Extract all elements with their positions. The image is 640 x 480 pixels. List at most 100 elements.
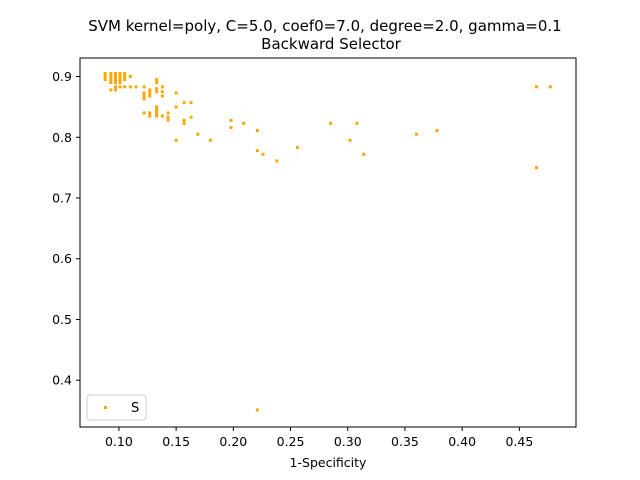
x-tick-label: 0.25: [277, 434, 305, 449]
legend: S: [86, 394, 147, 421]
data-point: [148, 111, 152, 115]
x-tick-label: 0.20: [219, 434, 247, 449]
legend-marker: [104, 406, 107, 409]
x-tick-label: 0.10: [105, 434, 133, 449]
data-point: [148, 88, 152, 92]
data-point: [142, 97, 146, 101]
data-point: [155, 108, 159, 112]
data-point: [174, 138, 178, 142]
chart-subtitle: Backward Selector: [261, 35, 402, 53]
data-point: [113, 75, 117, 79]
data-point: [123, 75, 127, 79]
data-point: [182, 118, 186, 122]
data-point: [535, 166, 539, 170]
x-tick-label: 0.15: [162, 434, 190, 449]
data-point: [113, 88, 117, 92]
data-point: [174, 91, 178, 95]
data-point: [348, 138, 352, 142]
data-point: [113, 85, 117, 89]
data-point: [128, 75, 132, 79]
y-tick-label: 0.5: [52, 312, 72, 327]
data-point: [134, 85, 138, 89]
legend-box: [86, 394, 147, 421]
legend-label: S: [131, 401, 139, 416]
data-point: [113, 78, 117, 82]
data-point: [128, 85, 132, 89]
data-point: [113, 81, 117, 85]
data-point: [155, 81, 159, 85]
data-point: [548, 85, 552, 89]
data-point: [155, 114, 159, 118]
chart-title: SVM kernel=poly, C=5.0, coef0=7.0, degre…: [88, 17, 561, 35]
data-point: [255, 149, 259, 153]
data-point: [414, 132, 418, 136]
y-tick-label: 0.6: [52, 251, 72, 266]
data-point: [123, 78, 127, 82]
data-point: [208, 138, 212, 142]
x-axis-ticks: 0.10 0.15 0.20 0.25 0.30 0.35 0.40 0.45: [105, 427, 533, 449]
data-point: [174, 105, 178, 109]
data-point: [118, 71, 122, 75]
data-point: [118, 81, 122, 85]
data-point: [155, 111, 159, 115]
y-tick-label: 0.4: [52, 373, 72, 388]
data-point: [166, 111, 170, 115]
data-point: [109, 75, 113, 79]
data-point: [255, 408, 259, 412]
data-point: [103, 78, 107, 82]
x-tick-label: 0.30: [334, 434, 362, 449]
x-tick-label: 0.40: [448, 434, 476, 449]
data-point: [113, 71, 117, 75]
data-point: [155, 78, 159, 82]
data-point: [142, 111, 146, 115]
data-point: [242, 121, 246, 125]
data-point: [295, 146, 299, 150]
data-point: [535, 85, 539, 89]
y-axis-ticks: 0.4 0.5 0.6 0.7 0.8 0.9: [52, 69, 80, 388]
data-point: [103, 75, 107, 79]
data-point: [189, 101, 193, 105]
data-point: [255, 129, 259, 133]
data-point: [142, 91, 146, 95]
data-point: [362, 152, 366, 156]
data-point: [166, 118, 170, 122]
data-point: [160, 85, 164, 89]
y-tick-label: 0.7: [52, 191, 72, 206]
data-point: [261, 152, 265, 156]
x-axis-label: 1-Specificity: [290, 455, 367, 470]
data-point: [118, 75, 122, 79]
data-point: [109, 71, 113, 75]
data-point: [196, 132, 200, 136]
data-point: [148, 114, 152, 118]
data-point: [229, 126, 233, 130]
data-point: [118, 85, 122, 89]
data-point: [148, 91, 152, 95]
data-point: [160, 90, 164, 94]
data-point: [142, 85, 146, 89]
data-point: [155, 87, 159, 91]
x-tick-label: 0.35: [391, 434, 419, 449]
data-point: [109, 78, 113, 82]
data-point: [182, 101, 186, 105]
data-point: [142, 94, 146, 98]
data-point: [182, 121, 186, 125]
data-point: [229, 118, 233, 122]
data-point: [275, 159, 279, 163]
data-point: [155, 90, 159, 94]
data-point: [109, 88, 113, 92]
data-point: [355, 121, 359, 125]
data-point: [103, 71, 107, 75]
data-point: [123, 71, 127, 75]
data-point: [123, 85, 127, 89]
scatter-points: [103, 71, 552, 412]
y-tick-label: 0.8: [52, 130, 72, 145]
data-point: [166, 115, 170, 119]
x-tick-label: 0.45: [505, 434, 533, 449]
data-point: [189, 115, 193, 119]
data-point: [435, 129, 439, 133]
data-point: [118, 78, 122, 82]
data-point: [160, 94, 164, 98]
data-point: [148, 94, 152, 98]
plot-frame: [79, 57, 577, 428]
